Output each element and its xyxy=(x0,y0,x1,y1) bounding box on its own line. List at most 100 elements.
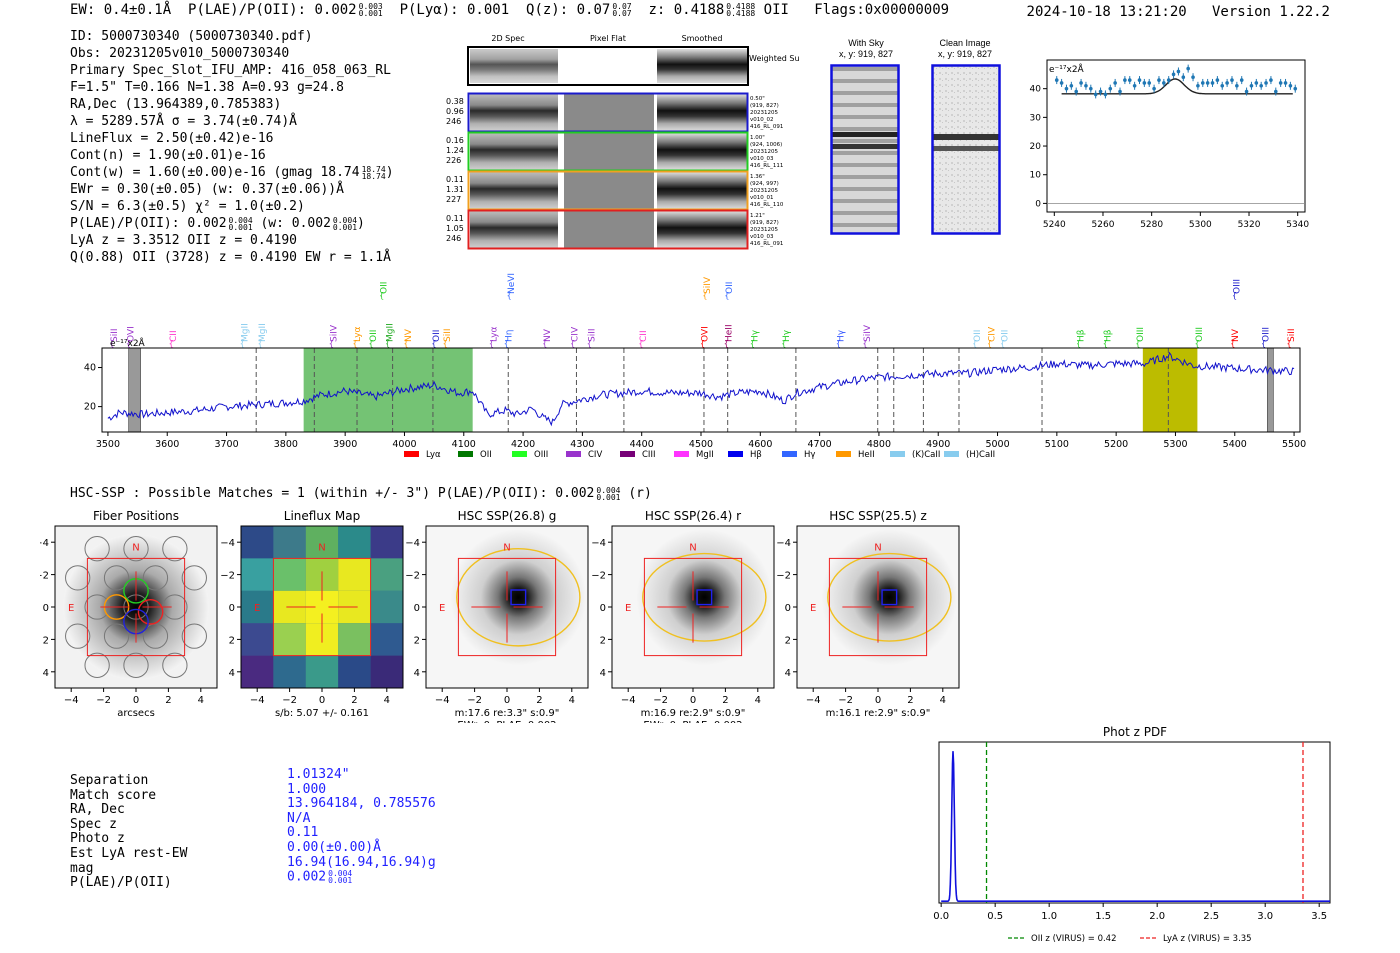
cutout-smoothed xyxy=(657,172,747,209)
photz-title: Phot z PDF xyxy=(1103,725,1167,739)
photz-legend-oii: OII z (VIRUS) = 0.42 xyxy=(1031,934,1117,944)
panel-xtick-label: 4 xyxy=(569,695,575,706)
hsc-summary-hi: 0.004 xyxy=(596,485,621,495)
zoom-ytick-label: 40 xyxy=(1030,85,1042,95)
cutout-right-label: v010_03 xyxy=(750,156,774,162)
spec-legend-label: CIV xyxy=(588,450,602,460)
fiber-circle xyxy=(162,536,188,562)
panel-xtick-label: 4 xyxy=(755,695,761,706)
north-label: N xyxy=(874,542,881,553)
zoom-data-point xyxy=(1074,89,1079,94)
cutout-right-label: 416_RL_110 xyxy=(750,202,784,208)
zoom-line-chart: e⁻¹⁷x2Å 5240 5260 5280 5300 5320 5340 0 10 20 30 4… xyxy=(1030,59,1309,230)
header-plae-label: P(LAE)/P(OII): xyxy=(188,2,307,18)
spec-xtick-label: 5000 xyxy=(985,439,1009,450)
panel-title: HSC SSP(25.5) z xyxy=(829,509,927,523)
hsc-galaxy xyxy=(636,529,773,666)
zoom-data-point xyxy=(1244,89,1249,94)
panel-ytick-label: 4 xyxy=(229,668,235,679)
panel-ytick-label: 0 xyxy=(600,603,606,614)
cutout-right-label: 0.50" xyxy=(750,96,765,102)
lineflux-cell xyxy=(273,623,306,656)
spec-legend-item: (H)CaII xyxy=(944,450,995,460)
emission-line-label: OVI xyxy=(126,326,136,342)
image-panel: Lineflux Map N E −4 4 −2 2 0 0 2 −2 4 −4 s/b: 5.07 +/… xyxy=(220,509,404,719)
image-panel: HSC SSP(26.8) g N E −4 4 −2 2 0 0 2 −2 4 −4 m:17.6 re… xyxy=(405,509,589,723)
hsc-aperture-ellipse xyxy=(642,552,767,642)
spec-legend-swatch xyxy=(728,451,743,457)
zoom-data-point xyxy=(1127,78,1132,82)
panel-caption: s/b: 5.07 +/- 0.161 xyxy=(275,708,369,719)
panel-ytick-label: −2 xyxy=(405,571,420,582)
lineflux-cell xyxy=(338,526,371,559)
spec-ylabel: e⁻¹⁷x2Å xyxy=(110,337,146,349)
zoom-data-point xyxy=(1059,81,1064,85)
panel-ytick-label: 4 xyxy=(600,668,606,679)
hsc-summary-band: (r) xyxy=(628,486,652,501)
panel-ytick-label: 0 xyxy=(43,603,49,614)
header-z: z: 0.4188 xyxy=(648,2,725,18)
value-photo-z: 0.11 xyxy=(287,825,319,841)
zoom-xtick-label: 5260 xyxy=(1092,220,1115,230)
lineflux-cell xyxy=(338,558,371,591)
cutout-2dspec xyxy=(470,211,558,248)
zoom-data-point xyxy=(1064,86,1069,91)
panel-xtick-label: 0 xyxy=(504,695,510,706)
emission-line-label: OII xyxy=(432,330,442,342)
photz-xtick-label: 0.0 xyxy=(933,911,949,922)
zoom-data-point xyxy=(1137,78,1142,82)
imaging-panels: Fiber Positions N E −4 4 −2 2 0 0 2 −2 4 −4 arcsecs Li… xyxy=(40,509,960,723)
emission-line-bracket: { xyxy=(750,339,755,348)
value-separation: 1.01324" xyxy=(287,767,350,782)
hsc-summary: HSC-SSP : Possible Matches = 1 (within +… xyxy=(70,486,652,501)
emission-line-label: NeVI xyxy=(507,273,517,294)
emission-line-bracket: { xyxy=(638,339,643,348)
zoom-data-point xyxy=(1200,81,1205,85)
zoom-data-point xyxy=(1288,84,1293,88)
label-photo-z: Photo z xyxy=(70,831,125,847)
spec-yellow-band xyxy=(1142,348,1198,432)
spec-xtick-label: 4400 xyxy=(630,439,654,450)
spec-xtick-label: 5300 xyxy=(1163,439,1187,450)
spec-legend-swatch xyxy=(890,451,905,457)
panel-xtick-label: −4 xyxy=(250,695,265,706)
emission-line-bracket: { xyxy=(836,339,841,348)
spec-legend-item: Hβ xyxy=(728,450,762,460)
emission-line-label: Hβ xyxy=(1103,329,1113,342)
panel-xtick-label: −2 xyxy=(96,695,111,706)
spec-xtick-label: 4900 xyxy=(926,439,950,450)
spec-legend-item: CIV xyxy=(566,450,602,460)
emission-line-bracket: { xyxy=(1103,339,1108,348)
east-label: E xyxy=(625,603,631,614)
value-radec: 13.964184, 0.785576 xyxy=(287,796,436,812)
hsc-match-box xyxy=(510,589,527,606)
zoom-data-point xyxy=(1259,84,1263,88)
cutout-right-label: 20231205 xyxy=(750,110,778,116)
cutout-right-label: (919, 827) xyxy=(750,220,779,226)
info-lambda: λ = 5289.57Å σ = 3.74(±0.74)Å xyxy=(70,114,297,129)
panel-title: HSC SSP(26.4) r xyxy=(645,509,741,523)
panel-xtick-label: 4 xyxy=(198,695,204,706)
panel-xtick-label: −4 xyxy=(64,695,79,706)
zoom-data-point xyxy=(1142,81,1147,85)
spec-xtick-label: 4500 xyxy=(689,439,713,450)
full-spectrum-chart: 3500 3600 3700 3800 3900 4000 4100 4200 4300 4400… xyxy=(84,273,1306,460)
emission-line-bracket: { xyxy=(724,291,729,300)
clean-image-header: Clean Image x, y: 919, 827 xyxy=(929,38,1001,60)
zoom-data-point xyxy=(1264,81,1268,85)
panel-xtick-label: 2 xyxy=(165,695,171,706)
spec-legend-swatch xyxy=(404,451,419,457)
emission-line-label: Hγ xyxy=(836,329,846,342)
east-label: E xyxy=(254,603,260,614)
photz-frame xyxy=(938,741,1331,904)
emission-line-label: MgII xyxy=(240,323,250,342)
cutout-right-label: 1.21" xyxy=(750,213,765,219)
lineflux-cell xyxy=(370,526,403,559)
panel-caption: EWr: 0, PLAE: 0.002 xyxy=(457,720,556,723)
spec-xtick-label: 3600 xyxy=(155,439,179,450)
panel-xtick-label: −4 xyxy=(621,695,636,706)
spec-xtick-label: 5200 xyxy=(1104,439,1128,450)
zoom-data-point xyxy=(1054,78,1059,82)
zoom-data-point xyxy=(1293,86,1298,91)
panel-ytick-label: 0 xyxy=(785,603,791,614)
